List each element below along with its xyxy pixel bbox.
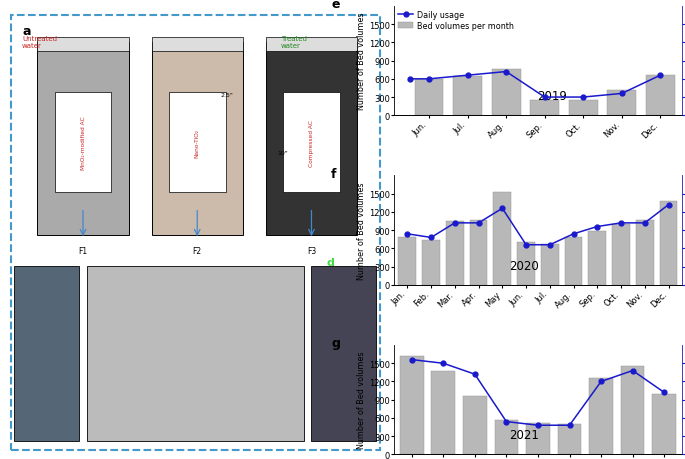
Text: F1: F1 [79, 246, 88, 255]
Text: Untreated
water: Untreated water [22, 36, 57, 49]
Bar [312, 266, 376, 441]
Text: 2.5": 2.5" [220, 92, 233, 97]
Bar [646, 76, 675, 116]
Text: e: e [331, 0, 340, 11]
Y-axis label: Number of Bed volumes: Number of Bed volumes [358, 182, 366, 279]
Text: Treated
water: Treated water [281, 36, 307, 49]
Text: MnO₂-modified AC: MnO₂-modified AC [81, 116, 86, 169]
Text: F3: F3 [307, 246, 316, 255]
Bar [14, 266, 79, 441]
Bar [453, 77, 482, 116]
Bar [37, 43, 129, 235]
Bar [151, 38, 243, 51]
Bar [414, 80, 443, 116]
Bar [530, 101, 559, 116]
Bar [492, 70, 521, 116]
Text: F2: F2 [192, 246, 202, 255]
Bar [422, 241, 440, 285]
Bar [151, 43, 243, 235]
Bar [266, 38, 357, 51]
Text: 2019: 2019 [537, 90, 567, 103]
Bar [470, 221, 488, 285]
Text: f: f [331, 168, 336, 180]
Bar [612, 224, 630, 285]
Bar [569, 101, 598, 116]
Bar [399, 238, 416, 285]
Bar [558, 424, 582, 454]
Text: 2020: 2020 [509, 259, 538, 272]
Text: d: d [327, 257, 334, 268]
Bar [564, 237, 582, 285]
Bar [517, 243, 535, 285]
Bar [400, 356, 423, 454]
Bar [660, 202, 677, 285]
Bar [541, 244, 559, 285]
Bar [266, 43, 357, 235]
Text: Nano-TiO₂: Nano-TiO₂ [195, 128, 200, 157]
Text: 2021: 2021 [509, 428, 538, 441]
Bar [621, 366, 645, 454]
Bar [652, 394, 676, 454]
Text: 10": 10" [277, 151, 288, 156]
Legend: Daily usage, Bed volumes per month: Daily usage, Bed volumes per month [399, 11, 514, 31]
Bar [636, 221, 653, 285]
Text: b: b [22, 257, 30, 268]
Bar [432, 371, 455, 454]
Text: g: g [331, 336, 340, 349]
Text: Compressed AC: Compressed AC [309, 119, 314, 166]
Y-axis label: Number of Bed volumes: Number of Bed volumes [358, 351, 366, 448]
Bar [283, 93, 340, 193]
Text: a: a [22, 25, 31, 38]
Bar [526, 424, 550, 454]
Bar [169, 93, 225, 193]
Bar [87, 266, 304, 441]
Bar [55, 93, 112, 193]
Bar [463, 396, 486, 454]
Bar [446, 222, 464, 285]
Y-axis label: Number of Bed volumes: Number of Bed volumes [358, 13, 366, 110]
Bar [37, 38, 129, 51]
Text: c: c [144, 257, 151, 268]
Bar [589, 379, 613, 454]
Bar [608, 90, 636, 116]
Bar [493, 193, 511, 285]
Bar [588, 232, 606, 285]
Bar [495, 420, 519, 454]
